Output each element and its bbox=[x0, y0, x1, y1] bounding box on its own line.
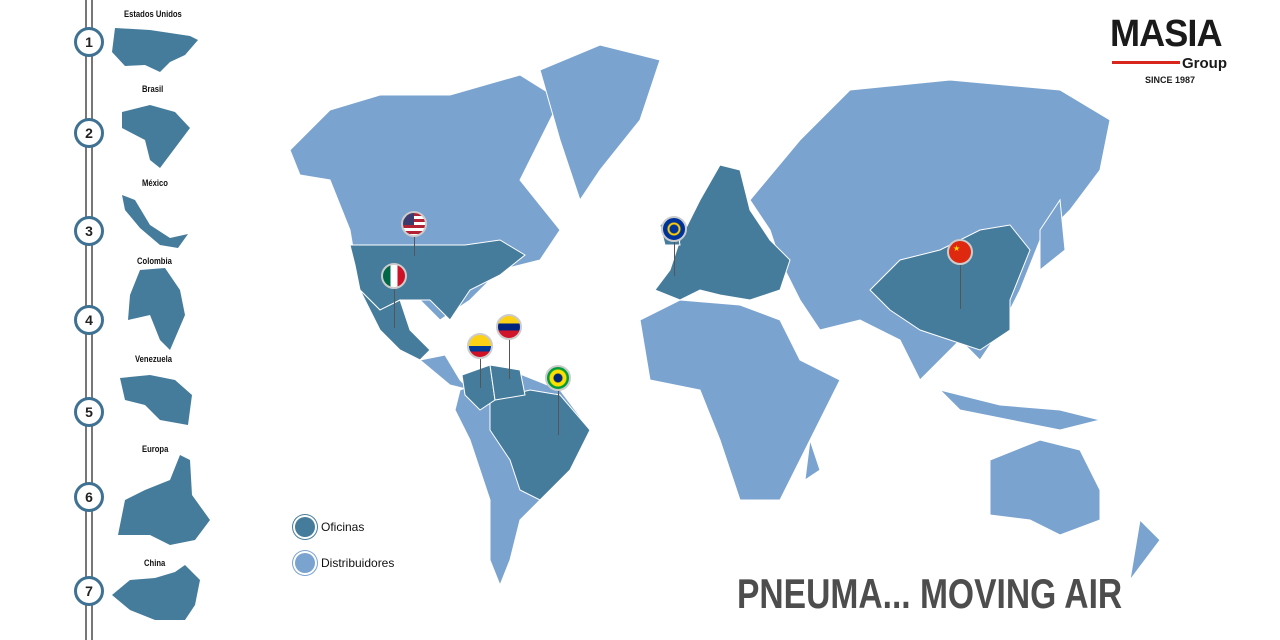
legend-offices-label: Oficinas bbox=[321, 520, 365, 534]
usa-flag-icon bbox=[401, 211, 427, 237]
pin-stick bbox=[509, 339, 510, 379]
step-6: 6 bbox=[74, 482, 104, 512]
brazil-flag-icon bbox=[545, 365, 571, 391]
central-america bbox=[418, 354, 472, 391]
pin-stick bbox=[480, 358, 481, 388]
offices-swatch bbox=[295, 517, 315, 537]
legend-offices: Oficinas bbox=[295, 517, 364, 537]
logo-sub: Group bbox=[1182, 55, 1227, 72]
country-label: Estados Unidos bbox=[124, 9, 183, 19]
brazil-thumbnail bbox=[122, 105, 190, 168]
country-label: Europa bbox=[141, 444, 169, 454]
country-label: Colombia bbox=[137, 256, 173, 266]
europe-thumbnail bbox=[118, 455, 210, 545]
australia bbox=[989, 439, 1101, 536]
country-label: México bbox=[141, 178, 168, 188]
tagline: PNEUMA... MOVING AIR bbox=[737, 570, 1123, 617]
step-2: 2 bbox=[74, 118, 104, 148]
logo-since: SINCE 1987 bbox=[1145, 75, 1196, 85]
indonesia bbox=[938, 389, 1101, 431]
china-thumbnail bbox=[112, 565, 200, 620]
distributors-swatch bbox=[295, 553, 315, 573]
mexico bbox=[359, 289, 431, 361]
japan bbox=[1039, 198, 1066, 272]
china-star-icon: ★ bbox=[953, 244, 961, 253]
china bbox=[869, 224, 1031, 351]
pin-stick bbox=[960, 264, 961, 309]
pin-stick bbox=[394, 288, 395, 328]
pin-stick bbox=[674, 241, 675, 276]
legend-distributors: Distribuidores bbox=[295, 553, 394, 573]
greenland bbox=[539, 44, 661, 202]
colombia bbox=[461, 364, 496, 411]
step-3: 3 bbox=[74, 216, 104, 246]
step-4: 4 bbox=[74, 305, 104, 335]
legend-distributors-label: Distribuidores bbox=[321, 556, 395, 570]
new-zealand bbox=[1129, 518, 1161, 581]
colombia-thumbnail bbox=[128, 268, 185, 350]
step-5: 5 bbox=[74, 397, 104, 427]
usa-thumbnail bbox=[112, 28, 198, 72]
logo-red-line bbox=[1112, 61, 1180, 64]
step-1: 1 bbox=[74, 27, 104, 57]
country-label: Venezuela bbox=[135, 354, 173, 364]
colombia-flag-icon bbox=[467, 333, 493, 359]
masia-logo: MASIA Group SINCE 1987 bbox=[1110, 14, 1250, 86]
country-label: China bbox=[144, 558, 166, 568]
mexico-flag-icon bbox=[381, 263, 407, 289]
eu-flag-icon bbox=[661, 216, 687, 242]
logo-name: MASIA bbox=[1110, 13, 1223, 55]
asia bbox=[749, 79, 1111, 381]
china-flag-icon: ★ bbox=[947, 239, 973, 265]
step-7: 7 bbox=[74, 576, 104, 606]
venezuela-flag-icon bbox=[496, 314, 522, 340]
brazil bbox=[489, 389, 591, 501]
mexico-thumbnail bbox=[122, 195, 188, 248]
pin-stick bbox=[414, 236, 415, 256]
venezuela-thumbnail bbox=[120, 375, 192, 425]
pin-stick bbox=[558, 390, 559, 435]
venezuela bbox=[489, 364, 526, 401]
madagascar bbox=[804, 439, 821, 482]
country-label: Brasil bbox=[141, 84, 164, 94]
